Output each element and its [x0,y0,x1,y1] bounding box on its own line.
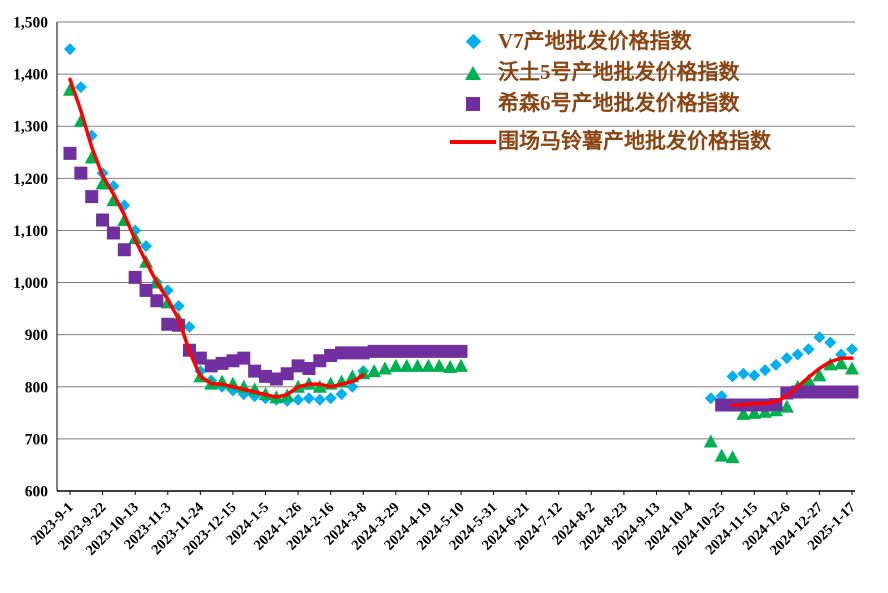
legend-marker-cell [448,96,498,111]
y-axis-labels: 600 700 800 900 1,000 1,100 1,200 1,300 1,400 1,5… [13,15,48,501]
legend-marker-cell [448,33,498,50]
legend-item-xisen6: 希森6号产地批发价格指数 [448,88,771,119]
data-series [63,43,859,464]
diamond-marker-icon [465,33,481,50]
x-axis-labels: 2023-9-12023-9-222023-10-132023-11-32023… [28,491,859,559]
legend-label-v7: V7产地批发价格指数 [498,29,692,53]
y-tick-label: 1,400 [13,67,48,84]
y-tick-label: 800 [25,379,49,396]
y-tick-label: 700 [25,431,49,448]
y-tick-label: 1,500 [13,15,48,32]
legend-marker-cell [448,139,498,144]
legend-label-weichang: 围场马铃薯产地批发价格指数 [498,129,771,153]
y-tick-label: 600 [25,484,49,501]
legend-label-wotu5: 沃土5号产地批发价格指数 [498,60,740,84]
chart-legend: V7产地批发价格指数 沃土5号产地批发价格指数 希森6号产地批发价格指数 围场马… [448,26,771,157]
legend-marker-cell [448,65,498,80]
legend-item-wotu5: 沃土5号产地批发价格指数 [448,57,771,88]
legend-label-xisen6: 希森6号产地批发价格指数 [498,91,740,115]
series-line-weichang [68,77,365,399]
y-tick-label: 900 [25,327,49,344]
triangle-marker-icon [465,65,481,80]
legend-item-v7: V7产地批发价格指数 [448,26,771,57]
y-tick-label: 1,300 [13,119,48,136]
line-marker-icon [450,139,496,144]
square-marker-icon [466,96,480,111]
y-tick-label: 1,100 [13,223,48,240]
legend-item-weichang: 围场马铃薯产地批发价格指数 [448,126,771,157]
y-tick-label: 1,200 [13,171,48,188]
gridlines [57,21,855,492]
series-line-weichang [730,356,854,407]
y-tick-label: 1,000 [13,275,48,292]
